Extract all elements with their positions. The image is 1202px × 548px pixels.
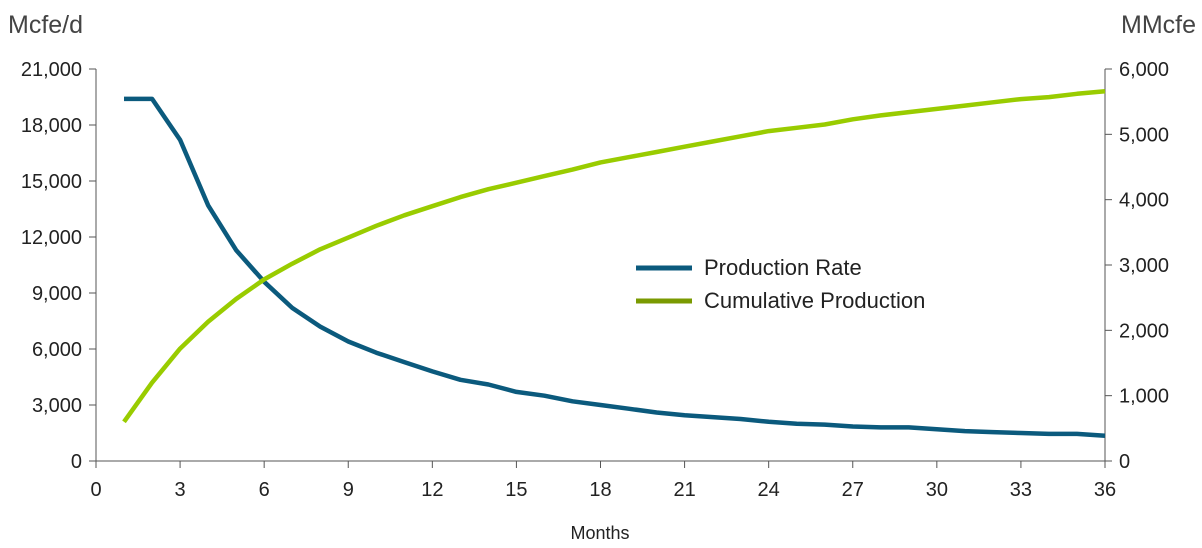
y-left-tick-label: 9,000 <box>32 283 82 305</box>
series-line-production-rate <box>124 96 1106 439</box>
y-left-tick-label: 18,000 <box>21 115 82 137</box>
y-left-tick-label: 0 <box>71 451 82 473</box>
x-tick-label: 6 <box>259 479 270 501</box>
x-tick-label: 18 <box>589 479 611 501</box>
y-left-tick-label: 6,000 <box>32 339 82 361</box>
y-left-tick-label: 15,000 <box>21 171 82 193</box>
legend-label-production-rate: Production Rate <box>704 255 862 280</box>
y-right-tick-label: 2,000 <box>1119 320 1169 342</box>
y-left-axis-title: Mcfe/d <box>8 11 83 39</box>
x-tick-label: 0 <box>90 479 101 501</box>
x-tick-label: 24 <box>758 479 780 501</box>
y-right-tick-label: 0 <box>1119 451 1130 473</box>
y-right-tick-label: 3,000 <box>1119 255 1169 277</box>
x-tick-label: 15 <box>505 479 527 501</box>
y-right-tick-label: 6,000 <box>1119 59 1169 81</box>
y-right-tick-label: 5,000 <box>1119 124 1169 146</box>
y-left-tick-label: 3,000 <box>32 395 82 417</box>
x-tick-label: 27 <box>842 479 864 501</box>
legend: Production Rate Cumulative Production <box>636 255 925 313</box>
x-tick-label: 12 <box>421 479 443 501</box>
x-tick-label: 9 <box>343 479 354 501</box>
series-layer <box>122 88 1106 439</box>
y-right-tick-label: 1,000 <box>1119 386 1169 408</box>
axes: 0 3,000 6,000 9,000 12,000 15,000 18,000 21,000… <box>21 59 1169 501</box>
x-tick-label: 30 <box>926 479 948 501</box>
legend-label-cumulative-production: Cumulative Production <box>704 288 925 313</box>
y-left-tick-label: 21,000 <box>21 59 82 81</box>
x-tick-label: 21 <box>673 479 695 501</box>
series-line-cumulative-production <box>122 88 1106 424</box>
x-tick-label: 3 <box>175 479 186 501</box>
y-right-axis-title: MMcfe <box>1121 11 1196 39</box>
y-left-tick-label: 12,000 <box>21 227 82 249</box>
x-tick-label: 33 <box>1010 479 1032 501</box>
y-right-tick-label: 4,000 <box>1119 190 1169 212</box>
x-tick-label: 36 <box>1094 479 1116 501</box>
x-axis-title: Months <box>570 523 629 543</box>
